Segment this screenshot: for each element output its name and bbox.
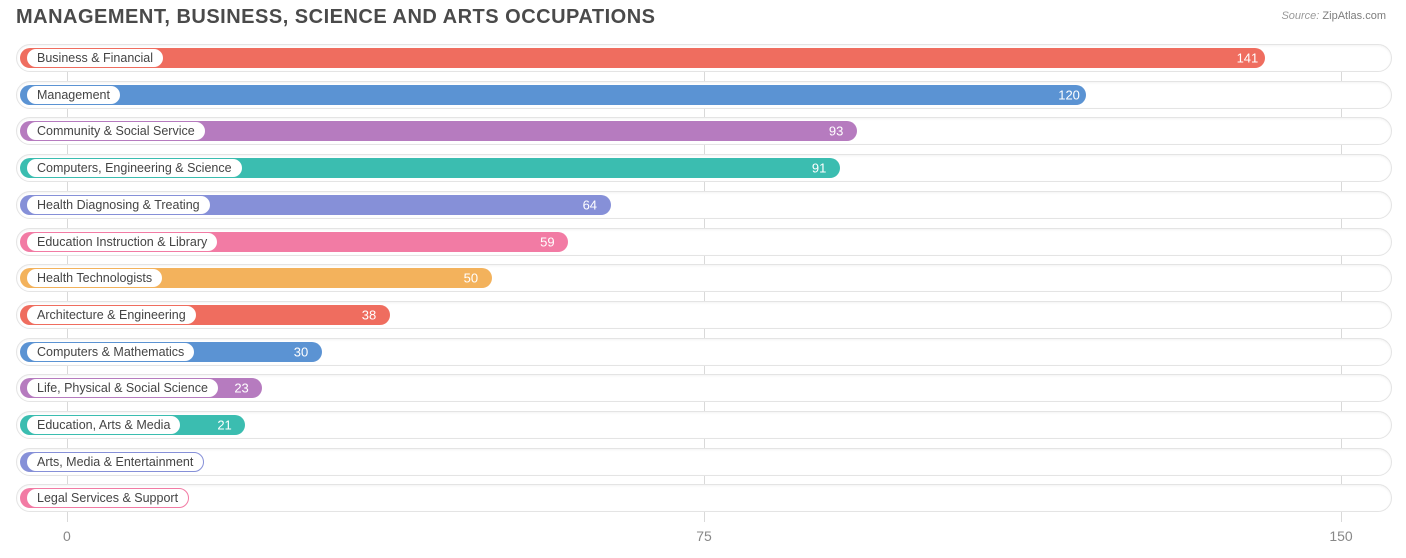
bar-fill bbox=[20, 85, 1086, 105]
bar-value: 21 bbox=[217, 418, 231, 433]
bar-value: 59 bbox=[540, 234, 554, 249]
bar-row: 30 Computers & Mathematics bbox=[16, 338, 1392, 366]
bar-value: 23 bbox=[234, 381, 248, 396]
bar-track bbox=[16, 448, 1392, 476]
bar-label: Health Diagnosing & Treating bbox=[26, 195, 211, 215]
bar-track bbox=[16, 484, 1392, 512]
bar-value: 91 bbox=[812, 161, 826, 176]
bar-fill bbox=[20, 48, 1265, 68]
bar-row: 23 Life, Physical & Social Science bbox=[16, 374, 1392, 402]
chart-title: MANAGEMENT, BUSINESS, SCIENCE AND ARTS O… bbox=[16, 6, 655, 29]
bar-value: 38 bbox=[362, 307, 376, 322]
bar-row: 50 Health Technologists bbox=[16, 264, 1392, 292]
chart-plot: 141 Business & Financial 120 Management 93 Co… bbox=[16, 44, 1392, 550]
bar-row: 59 Education Instruction & Library bbox=[16, 228, 1392, 256]
bar-row: 9Arts, Media & Entertainment bbox=[16, 448, 1392, 476]
axis-tick-label: 0 bbox=[63, 528, 71, 544]
bar-label: Health Technologists bbox=[26, 268, 163, 288]
x-axis: 0 75 150 bbox=[16, 522, 1392, 550]
bar-row: 64 Health Diagnosing & Treating bbox=[16, 191, 1392, 219]
bar-row: 120 Management bbox=[16, 81, 1392, 109]
bar-label: Education, Arts & Media bbox=[26, 415, 181, 435]
source-label: Source: bbox=[1281, 10, 1319, 22]
bar-row: 38 Architecture & Engineering bbox=[16, 301, 1392, 329]
bar-value: 141 bbox=[1237, 51, 1259, 66]
source-attribution: Source: ZipAtlas.com bbox=[1281, 10, 1386, 22]
axis-tick-label: 75 bbox=[696, 528, 712, 544]
bar-label: Legal Services & Support bbox=[26, 488, 189, 508]
bar-label: Architecture & Engineering bbox=[26, 305, 197, 325]
bar-row: 21 Education, Arts & Media bbox=[16, 411, 1392, 439]
bar-value: 64 bbox=[583, 197, 597, 212]
bar-row: 93 Community & Social Service bbox=[16, 117, 1392, 145]
bar-row: 91 Computers, Engineering & Science bbox=[16, 154, 1392, 182]
bar-label: Computers & Mathematics bbox=[26, 342, 195, 362]
bar-row: 141 Business & Financial bbox=[16, 44, 1392, 72]
bar-value: 120 bbox=[1058, 87, 1080, 102]
bar-label: Computers, Engineering & Science bbox=[26, 158, 243, 178]
bar-value: 50 bbox=[464, 271, 478, 286]
bar-value: 30 bbox=[294, 344, 308, 359]
bar-label: Education Instruction & Library bbox=[26, 232, 218, 252]
bar-value: 93 bbox=[829, 124, 843, 139]
bar-label: Community & Social Service bbox=[26, 121, 206, 141]
bar-row: 4Legal Services & Support bbox=[16, 484, 1392, 512]
source-name: ZipAtlas.com bbox=[1322, 10, 1386, 22]
bar-label: Business & Financial bbox=[26, 48, 164, 68]
bar-label: Life, Physical & Social Science bbox=[26, 378, 219, 398]
axis-tick-label: 150 bbox=[1329, 528, 1352, 544]
bar-label: Management bbox=[26, 85, 121, 105]
bar-label: Arts, Media & Entertainment bbox=[26, 452, 204, 472]
bars-area: 141 Business & Financial 120 Management 93 Co… bbox=[16, 44, 1392, 522]
